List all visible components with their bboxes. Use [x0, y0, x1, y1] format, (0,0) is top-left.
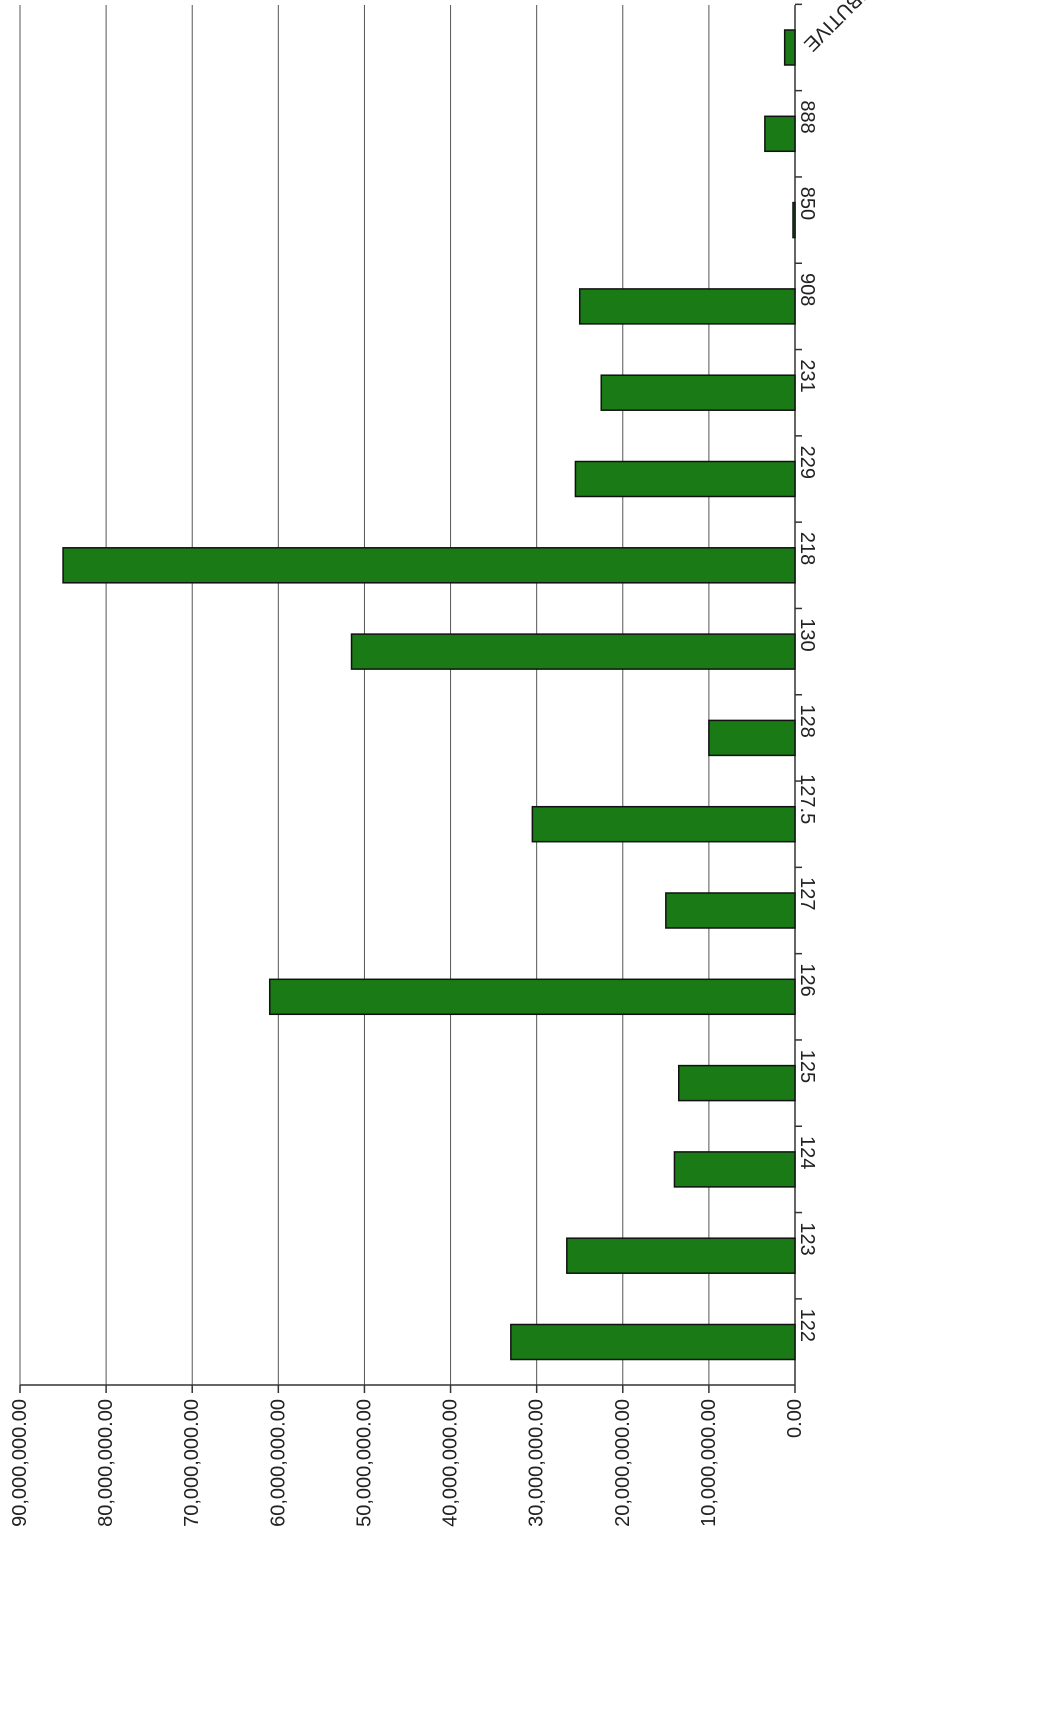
- category-label: 122: [796, 1309, 818, 1342]
- category-label: 128: [796, 705, 818, 738]
- value-tick-label: 10,000,000.00: [698, 1399, 720, 1527]
- bar: [574, 460, 796, 498]
- value-tick-label: 20,000,000.00: [612, 1399, 634, 1527]
- category-label: 124: [796, 1136, 818, 1169]
- bar: [62, 547, 796, 584]
- category-label: 130: [796, 618, 818, 651]
- bar: [600, 374, 796, 411]
- category-label: 229: [796, 446, 818, 479]
- category-label: 127: [796, 877, 818, 910]
- category-labels: 122 123 124 125 126 127 127.5 128 130 218 229 231 90…: [796, 0, 912, 1342]
- bar: [510, 1323, 796, 1361]
- bar: [673, 1151, 796, 1188]
- category-label: 908: [796, 273, 818, 306]
- bar: [268, 978, 796, 1016]
- bar: [566, 1237, 796, 1274]
- bar: [665, 892, 796, 929]
- chart-content: 0.00 10,000,000.00 20,000,000.00 30,000,000…: [9, 0, 912, 1527]
- value-tick-label: 0.00: [784, 1399, 806, 1438]
- category-label: 218: [796, 532, 818, 565]
- category-label: 126: [796, 963, 818, 996]
- bar: [678, 1064, 796, 1102]
- category-label: 888: [796, 100, 818, 133]
- value-tick-label: 60,000,000.00: [267, 1399, 289, 1527]
- bar: [578, 288, 796, 325]
- category-label: 125: [796, 1050, 818, 1083]
- category-label: 123: [796, 1222, 818, 1255]
- bar: [783, 29, 796, 66]
- bar: [531, 805, 796, 843]
- value-tick-labels: 0.00 10,000,000.00 20,000,000.00 30,000,000…: [9, 1399, 806, 1527]
- bar: [708, 719, 796, 757]
- value-tick-label: 70,000,000.00: [181, 1399, 203, 1527]
- gridlines: [19, 5, 710, 1385]
- bar: [792, 201, 796, 239]
- value-tick-label: 30,000,000.00: [526, 1399, 548, 1527]
- bars: [62, 29, 796, 1361]
- category-label: 850: [796, 187, 818, 220]
- bar: [350, 633, 796, 670]
- category-label: 231: [796, 359, 818, 392]
- category-label: 127.5: [796, 774, 818, 824]
- value-tick-label: 40,000,000.00: [440, 1399, 462, 1527]
- value-tick-label: 80,000,000.00: [95, 1399, 117, 1527]
- value-tick-label: 90,000,000.00: [9, 1399, 31, 1527]
- value-tick-label: 50,000,000.00: [353, 1399, 375, 1527]
- bar: [764, 115, 796, 153]
